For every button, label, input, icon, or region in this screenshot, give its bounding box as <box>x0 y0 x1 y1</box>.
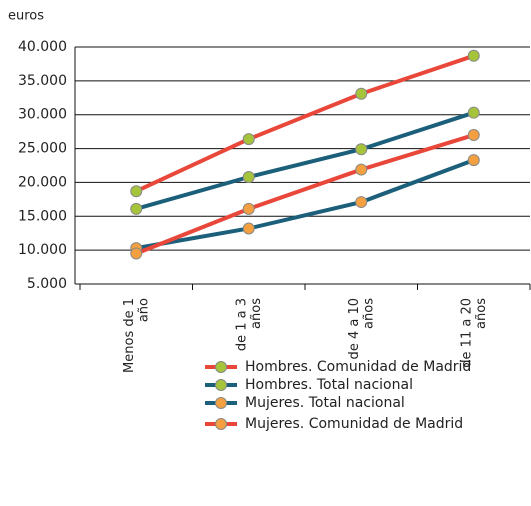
legend-label: Mujeres. Comunidad de Madrid <box>245 416 463 432</box>
y-tick-label: 40.000 <box>18 39 67 55</box>
point <box>467 49 480 62</box>
x-tick-label: Menos de 1año <box>122 298 151 373</box>
point <box>242 222 255 235</box>
y-tick-label: 20.000 <box>18 174 67 190</box>
x-tick-label-line: de 1 a 3 <box>234 298 249 351</box>
legend-label: Hombres. Total nacional <box>245 377 413 393</box>
x-tick-label-line: año <box>136 298 151 322</box>
y-tick-label: 35.000 <box>18 73 67 89</box>
y-tick-label: 15.000 <box>18 208 67 224</box>
point <box>130 202 143 215</box>
point <box>130 185 143 198</box>
x-tick-label-line: de 4 a 10 <box>347 298 362 359</box>
legend-marker <box>215 397 227 409</box>
series-line <box>135 110 475 211</box>
point <box>242 202 255 215</box>
y-tick-label: 10.000 <box>18 242 67 258</box>
point <box>467 106 480 119</box>
series-line <box>135 158 475 251</box>
point <box>355 163 368 176</box>
y-tick-label: 5.000 <box>27 276 67 292</box>
x-tick-label-line: Menos de 1 <box>122 298 137 373</box>
point <box>467 129 480 142</box>
point <box>355 196 368 209</box>
legend-label: Mujeres. Total nacional <box>245 395 405 411</box>
point <box>130 247 143 260</box>
legend-marker <box>215 361 227 373</box>
x-tick-label-line: de 11 a 20 <box>459 298 474 368</box>
point <box>467 154 480 167</box>
legend-marker <box>215 379 227 391</box>
legend-marker <box>215 418 227 430</box>
x-tick-label: de 11 a 20años <box>459 298 488 368</box>
series-line <box>135 53 475 194</box>
x-tick-label-line: años <box>248 298 263 329</box>
point <box>355 87 368 100</box>
point <box>242 171 255 184</box>
y-tick-label: 25.000 <box>18 141 67 157</box>
point <box>242 133 255 146</box>
x-tick-label: de 4 a 10años <box>347 298 376 360</box>
legend-label: Hombres. Comunidad de Madrid <box>245 359 471 375</box>
series-line <box>135 133 475 256</box>
y-axis-label: euros <box>8 9 44 24</box>
y-tick-label: 30.000 <box>18 107 67 123</box>
point <box>355 143 368 156</box>
x-tick-label-line: años <box>361 298 376 329</box>
x-tick-label: de 1 a 3años <box>234 298 263 351</box>
x-tick-label-line: años <box>473 298 488 329</box>
